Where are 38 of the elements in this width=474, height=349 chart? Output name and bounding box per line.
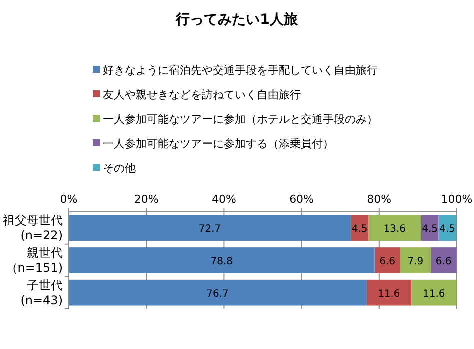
- data-label: 11.6: [422, 288, 446, 300]
- bar: [69, 248, 375, 274]
- legend-label: 友人や親せきなどを訪ねていく自由旅行: [103, 88, 301, 102]
- data-label: 4.5: [352, 224, 368, 236]
- data-label: 6.6: [380, 256, 396, 268]
- legend-label: 一人参加可能なツアーに参加（ホテルと交通手段のみ）: [103, 113, 378, 126]
- bar: [374, 248, 400, 274]
- x-tick-label: 100%: [441, 193, 473, 206]
- bar: [69, 215, 352, 242]
- data-label: 6.6: [436, 256, 452, 268]
- bar: [69, 280, 367, 306]
- data-label: 11.6: [378, 288, 400, 300]
- legend-label: その他: [103, 162, 136, 175]
- x-tick-label: 20%: [134, 193, 159, 206]
- bar: [366, 280, 412, 306]
- data-label: 76.7: [206, 288, 229, 300]
- y-tick-label: 親世代（n=151): [6, 246, 63, 275]
- bar: [421, 215, 439, 242]
- y-tick-label: 祖父母世代(n=22): [3, 214, 63, 243]
- data-label: 7.9: [408, 256, 424, 268]
- bar: [431, 248, 457, 274]
- legend-label: 好きなように宿泊先や交通手段を手配していく自由旅行: [103, 64, 378, 77]
- data-label: 4.5: [440, 224, 456, 236]
- chart-title: 行ってみたい1人旅: [175, 12, 299, 28]
- x-tick-label: 40%: [212, 193, 236, 206]
- bar: [400, 248, 432, 274]
- legend-label: 一人参加可能なツアーに参加する（添乗員付）: [103, 138, 334, 150]
- bar: [351, 215, 369, 242]
- data-label: 4.5: [422, 224, 438, 236]
- x-tick-label: 60%: [290, 193, 314, 206]
- bar: [412, 280, 457, 306]
- y-tick-label: 子世代(n=43): [20, 278, 63, 308]
- data-label: 78.8: [210, 256, 234, 268]
- data-label: 13.6: [384, 224, 406, 236]
- x-tick-label: 0%: [60, 193, 78, 206]
- bar: [368, 215, 422, 242]
- data-label: 72.7: [198, 224, 222, 236]
- x-tick-label: 80%: [367, 193, 392, 206]
